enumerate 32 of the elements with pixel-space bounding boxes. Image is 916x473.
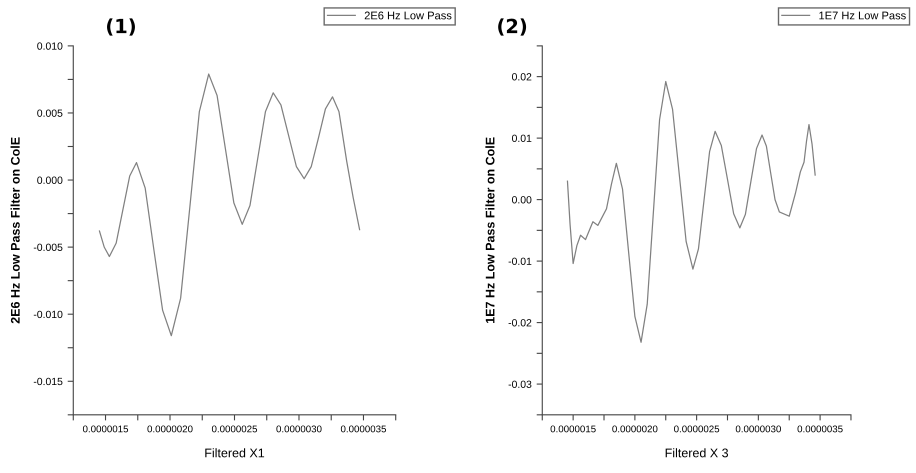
y-axis-title: 1E7 Hz Low Pass Filter on ColE xyxy=(485,137,495,323)
x-tick-label: 0.0000015 xyxy=(82,425,128,432)
chart-title: (1) xyxy=(107,18,135,36)
y-axis-title: 2E6 Hz Low Pass Filter on ColE xyxy=(10,137,20,324)
x-tick-label: 0.0000035 xyxy=(340,425,386,432)
y-tick-label: 0.01 xyxy=(512,134,532,142)
y-tick-label: 0.02 xyxy=(512,73,532,81)
line-series xyxy=(98,73,360,336)
x-tick-label: 0.0000020 xyxy=(612,425,658,432)
y-tick-label: -0.02 xyxy=(508,319,532,326)
x-tick-label: 0.0000035 xyxy=(798,425,843,432)
y-tick-label: 0.000 xyxy=(37,176,62,184)
x-tick-label: 0.0000030 xyxy=(736,425,781,432)
y-tick-label: -0.005 xyxy=(34,244,62,251)
y-tick-label: -0.01 xyxy=(508,258,532,265)
chart-title: (2) xyxy=(498,18,526,36)
x-tick-label: 0.0000015 xyxy=(550,425,596,432)
y-tick-label: -0.015 xyxy=(34,378,62,386)
y-tick-label: 0.00 xyxy=(512,196,532,204)
x-tick-label: 0.0000030 xyxy=(276,425,322,432)
x-tick-label: 0.0000025 xyxy=(674,425,720,432)
x-tick-label: 0.0000025 xyxy=(212,425,258,432)
legend-label: 2E6 Hz Low Pass xyxy=(364,12,452,20)
y-tick-label: 0.010 xyxy=(37,42,62,50)
y-tick-label: -0.03 xyxy=(508,380,532,388)
legend-label: 1E7 Hz Low Pass xyxy=(819,12,906,20)
x-axis-title: Filtered X1 xyxy=(205,448,264,458)
y-tick-label: -0.010 xyxy=(34,310,62,318)
line-series xyxy=(566,80,816,343)
x-tick-label: 0.0000020 xyxy=(147,425,193,432)
x-axis-title: Filtered X 3 xyxy=(666,448,728,458)
y-tick-label: 0.005 xyxy=(37,109,62,117)
